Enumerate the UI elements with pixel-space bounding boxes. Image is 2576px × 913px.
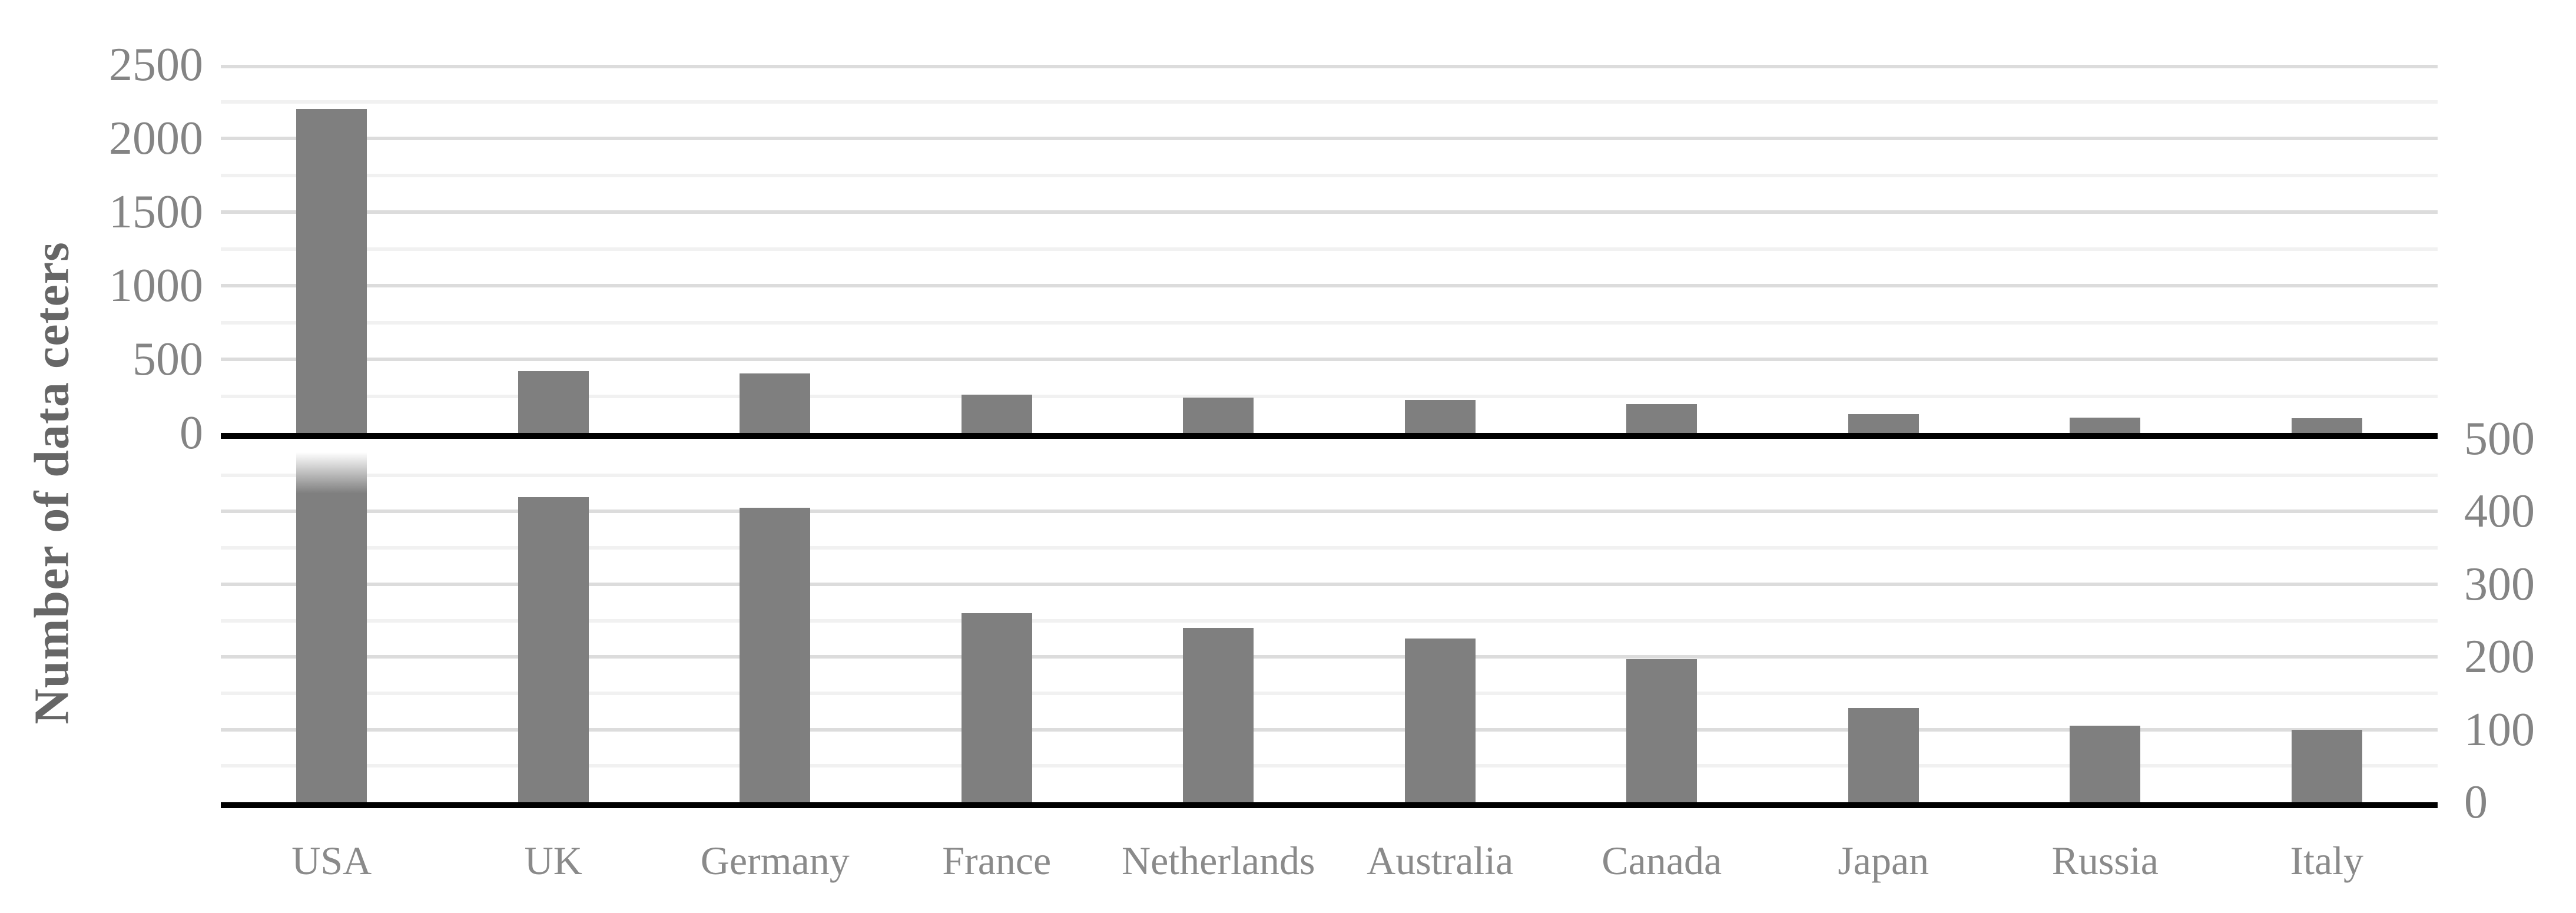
bar-top-australia — [1404, 399, 1476, 433]
gridline-1500 — [221, 210, 2438, 214]
bar-top-japan — [1848, 414, 1919, 433]
category-label-japan: Japan — [1838, 838, 1929, 883]
right-tick-0: 0 — [2464, 776, 2488, 828]
bar-top-uk — [518, 371, 589, 433]
bar-bottom-italy — [2291, 729, 2362, 802]
gridline-250 — [221, 394, 2438, 398]
gridline-400 — [221, 510, 2438, 514]
bar-top-russia — [2070, 417, 2141, 433]
bar-top-france — [961, 395, 1032, 433]
category-label-usa: USA — [291, 838, 372, 883]
gridline-250 — [221, 618, 2438, 623]
right-tick-400: 400 — [2464, 485, 2535, 538]
x-axis-line — [221, 802, 2438, 808]
category-label-italy: Italy — [2290, 838, 2364, 883]
category-label-germany: Germany — [700, 838, 850, 883]
left-tick-500: 500 — [132, 333, 203, 385]
axis-break-divider-line — [221, 433, 2438, 439]
y-axis-title: Number of data ceters — [24, 242, 79, 725]
left-tick-0: 0 — [180, 407, 203, 459]
bar-top-germany — [740, 373, 811, 433]
category-label-netherlands: Netherlands — [1121, 838, 1315, 883]
bar-top-italy — [2291, 418, 2362, 433]
gridline-2000 — [221, 137, 2438, 140]
bar-top-netherlands — [1183, 398, 1254, 433]
bar-bottom-russia — [2070, 726, 2141, 802]
gridline-200 — [221, 655, 2438, 659]
left-tick-1500: 1500 — [109, 186, 203, 238]
category-label-uk: UK — [524, 838, 582, 883]
gridline-2500 — [221, 65, 2438, 68]
bar-bottom-japan — [1848, 707, 1919, 802]
left-tick-1000: 1000 — [109, 260, 203, 312]
right-tick-300: 300 — [2464, 558, 2535, 610]
bar-bottom-france — [961, 613, 1032, 802]
right-tick-500: 500 — [2464, 413, 2535, 465]
category-label-canada: Canada — [1602, 838, 1722, 883]
gridline-1750 — [221, 173, 2438, 177]
bar-top-usa — [296, 109, 367, 433]
category-label-russia: Russia — [2051, 838, 2159, 883]
gridline-1250 — [221, 247, 2438, 251]
category-label-france: France — [942, 838, 1052, 883]
bar-bottom-netherlands — [1183, 627, 1254, 802]
gridline-100 — [221, 727, 2438, 732]
gridline-300 — [221, 582, 2438, 586]
category-label-australia: Australia — [1367, 838, 1514, 883]
gridline-500 — [221, 358, 2438, 361]
left-tick-2000: 2000 — [109, 113, 203, 164]
gridline-50 — [221, 764, 2438, 768]
bar-bottom-germany — [740, 508, 811, 802]
gridline-150 — [221, 691, 2438, 695]
bar-bottom-usa — [296, 439, 367, 802]
top-panel — [221, 65, 2438, 433]
gridline-2250 — [221, 100, 2438, 104]
gridline-1000 — [221, 284, 2438, 287]
bar-bottom-uk — [518, 497, 589, 802]
bottom-panel — [221, 439, 2438, 802]
right-tick-100: 100 — [2464, 703, 2535, 756]
right-tick-200: 200 — [2464, 631, 2535, 683]
bar-top-canada — [1626, 403, 1698, 433]
bar-bottom-canada — [1626, 659, 1698, 802]
bar-bottom-australia — [1404, 639, 1476, 802]
gridline-750 — [221, 320, 2438, 325]
gridline-350 — [221, 546, 2438, 550]
left-tick-2500: 2500 — [109, 39, 203, 91]
gridline-450 — [221, 473, 2438, 477]
